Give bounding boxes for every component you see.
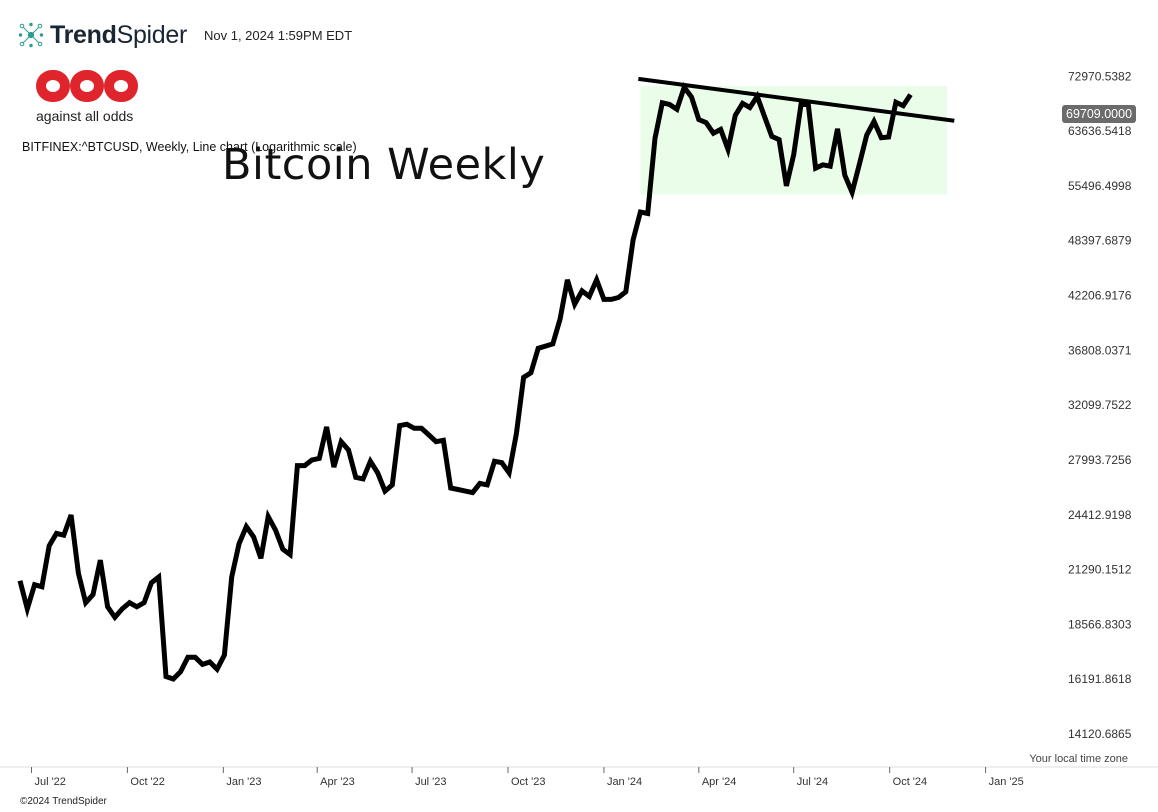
chart-title: Bitcoin Weekly (222, 140, 546, 190)
spider-network-icon (18, 22, 44, 48)
y-tick-label: 42206.9176 (1068, 289, 1132, 303)
price-series (17, 81, 913, 682)
x-tick-label: Jan '24 (607, 776, 642, 788)
x-tick-label: Jul '24 (797, 776, 828, 788)
resistance-trendline (638, 76, 955, 123)
trendspider-logo: TrendSpider (18, 20, 187, 50)
x-tick-label: Apr '23 (320, 776, 355, 788)
y-tick-label: 18566.8303 (1068, 617, 1132, 631)
timezone-label[interactable]: Your local time zone (1029, 753, 1128, 765)
brand-name: TrendSpider (50, 21, 187, 50)
y-tick-label: 36808.0371 (1068, 343, 1132, 357)
brand-name-light: Spider (116, 20, 188, 49)
y-tick-label: 16191.8618 (1068, 672, 1132, 686)
x-axis: Jul '22 Oct '22 Jan '23 Apr '23 Jul '23 Oct '… (0, 766, 1158, 788)
y-tick-label: 32099.7522 (1068, 398, 1132, 412)
y-tick-label: 24412.9198 (1068, 508, 1132, 522)
last-price-badge: 69709.0000 (1062, 105, 1137, 123)
against-all-odds-logo (36, 70, 138, 102)
trendline-segment (638, 76, 955, 123)
y-tick-label: 48397.6879 (1068, 234, 1132, 248)
y-tick-label: 72970.5382 (1068, 69, 1132, 83)
logo-tagline: against all odds (36, 108, 134, 124)
y-tick-label: 55496.4998 (1068, 179, 1132, 193)
y-axis: 72970.5382 63636.5418 55496.4998 48397.6879… (1068, 69, 1132, 741)
y-tick-label: 14120.6865 (1068, 727, 1132, 741)
copyright: ©2024 TrendSpider (20, 796, 107, 807)
brand-name-bold: Trend (50, 20, 117, 49)
x-tick-label: Jul '23 (415, 776, 446, 788)
x-tick-label: Apr '24 (702, 776, 737, 788)
x-tick-label: Jul '22 (34, 776, 65, 788)
y-tick-label: 63636.5418 (1068, 124, 1132, 138)
x-tick-label: Oct '22 (130, 776, 165, 788)
x-tick-label: Jan '23 (226, 776, 261, 788)
x-tick-label: Oct '23 (511, 776, 546, 788)
x-tick-label: Oct '24 (893, 776, 928, 788)
timestamp: Nov 1, 2024 1:59PM EDT (204, 28, 353, 43)
y-tick-label: 27993.7256 (1068, 453, 1132, 467)
symbol-description: BITFINEX:^BTCUSD, Weekly, Line chart (Lo… (22, 140, 357, 154)
y-tick-label: 21290.1512 (1068, 563, 1132, 577)
x-tick-label: Jan '25 (989, 776, 1024, 788)
